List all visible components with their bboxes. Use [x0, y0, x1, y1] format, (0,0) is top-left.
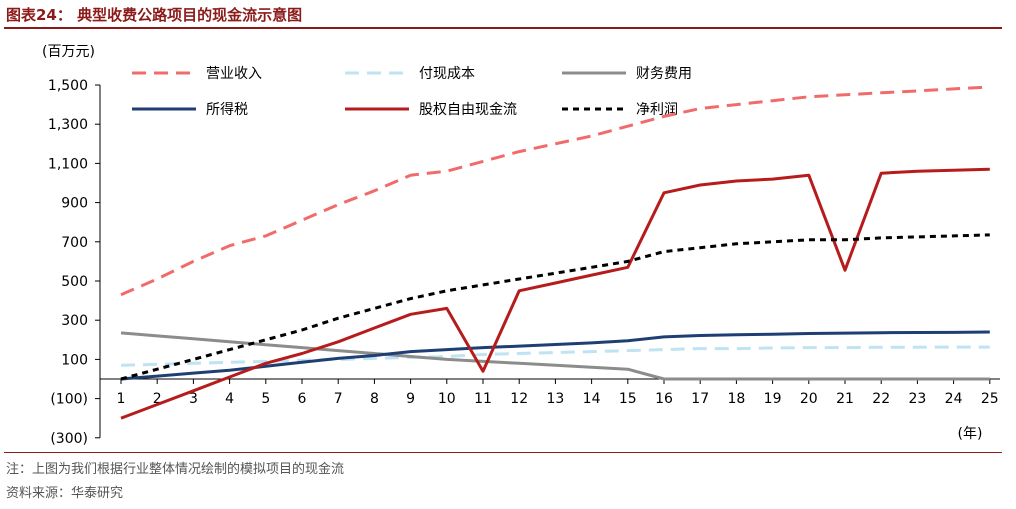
header-divider [4, 27, 1002, 29]
x-tick-label: 22 [872, 391, 890, 407]
x-tick-label: 4 [225, 391, 234, 407]
figure-title: 图表24： 典型收费公路项目的现金流示意图 [6, 6, 303, 24]
x-tick-label: 19 [764, 391, 782, 407]
x-tick-label: 15 [619, 391, 637, 407]
x-tick-label: 9 [406, 391, 415, 407]
series-line-1 [120, 85, 990, 297]
x-tick-label: 2 [153, 391, 162, 407]
y-tick-label: (100) [50, 392, 88, 408]
footnote: 注：上图为我们根据行业整体情况绘制的模拟项目的现金流 [6, 462, 345, 477]
y-tick-label: (300) [50, 431, 88, 447]
x-tick-label: 21 [836, 391, 854, 407]
legend-label-4: 所得税 [206, 101, 248, 118]
y-tick-label: 1,300 [48, 117, 88, 133]
x-tick-label: 24 [945, 391, 963, 407]
legend-label-3: 财务费用 [636, 66, 692, 82]
x-tick-label: 1 [117, 391, 126, 407]
y-tick-label: 300 [61, 313, 88, 329]
series-line-5 [120, 167, 990, 420]
x-tick-label: 14 [583, 391, 601, 407]
legend-label-5: 股权自由现金流 [419, 102, 517, 118]
x-tick-label: 17 [691, 391, 709, 407]
x-tick-label: 20 [800, 391, 818, 407]
y-tick-label: 500 [61, 274, 88, 290]
x-tick-label: 8 [370, 391, 379, 407]
x-axis-unit-label: (年) [958, 426, 983, 442]
y-tick-label: 100 [61, 352, 88, 368]
y-tick-label: 1,100 [48, 156, 88, 172]
x-tick-label: 10 [438, 391, 456, 407]
x-tick-label: 12 [510, 391, 528, 407]
series-line-4 [120, 330, 990, 381]
series-line-3 [120, 331, 990, 381]
x-tick-label: 13 [546, 391, 564, 407]
series-line-2 [120, 345, 990, 367]
x-tick-label: 18 [727, 391, 745, 407]
series-line-6 [120, 233, 990, 381]
x-tick-label: 25 [981, 391, 999, 407]
footer-divider [4, 452, 1002, 453]
y-tick-label: 900 [61, 196, 88, 212]
y-axis-unit-label: (百万元) [42, 44, 95, 60]
x-tick-label: 3 [189, 391, 198, 407]
legend-label-6: 净利润 [636, 102, 678, 118]
legend-label-1: 营业收入 [206, 66, 262, 82]
x-tick-label: 11 [474, 391, 492, 407]
source-note: 资料来源：华泰研究 [6, 486, 124, 501]
y-tick-label: 1,500 [48, 78, 88, 94]
y-tick-label: 700 [61, 235, 88, 251]
x-tick-label: 6 [298, 391, 307, 407]
x-tick-label: 5 [261, 391, 270, 407]
x-tick-label: 16 [655, 391, 673, 407]
legend-label-2: 付现成本 [419, 66, 475, 82]
x-tick-label: 7 [334, 391, 343, 407]
x-tick-label: 23 [908, 391, 926, 407]
